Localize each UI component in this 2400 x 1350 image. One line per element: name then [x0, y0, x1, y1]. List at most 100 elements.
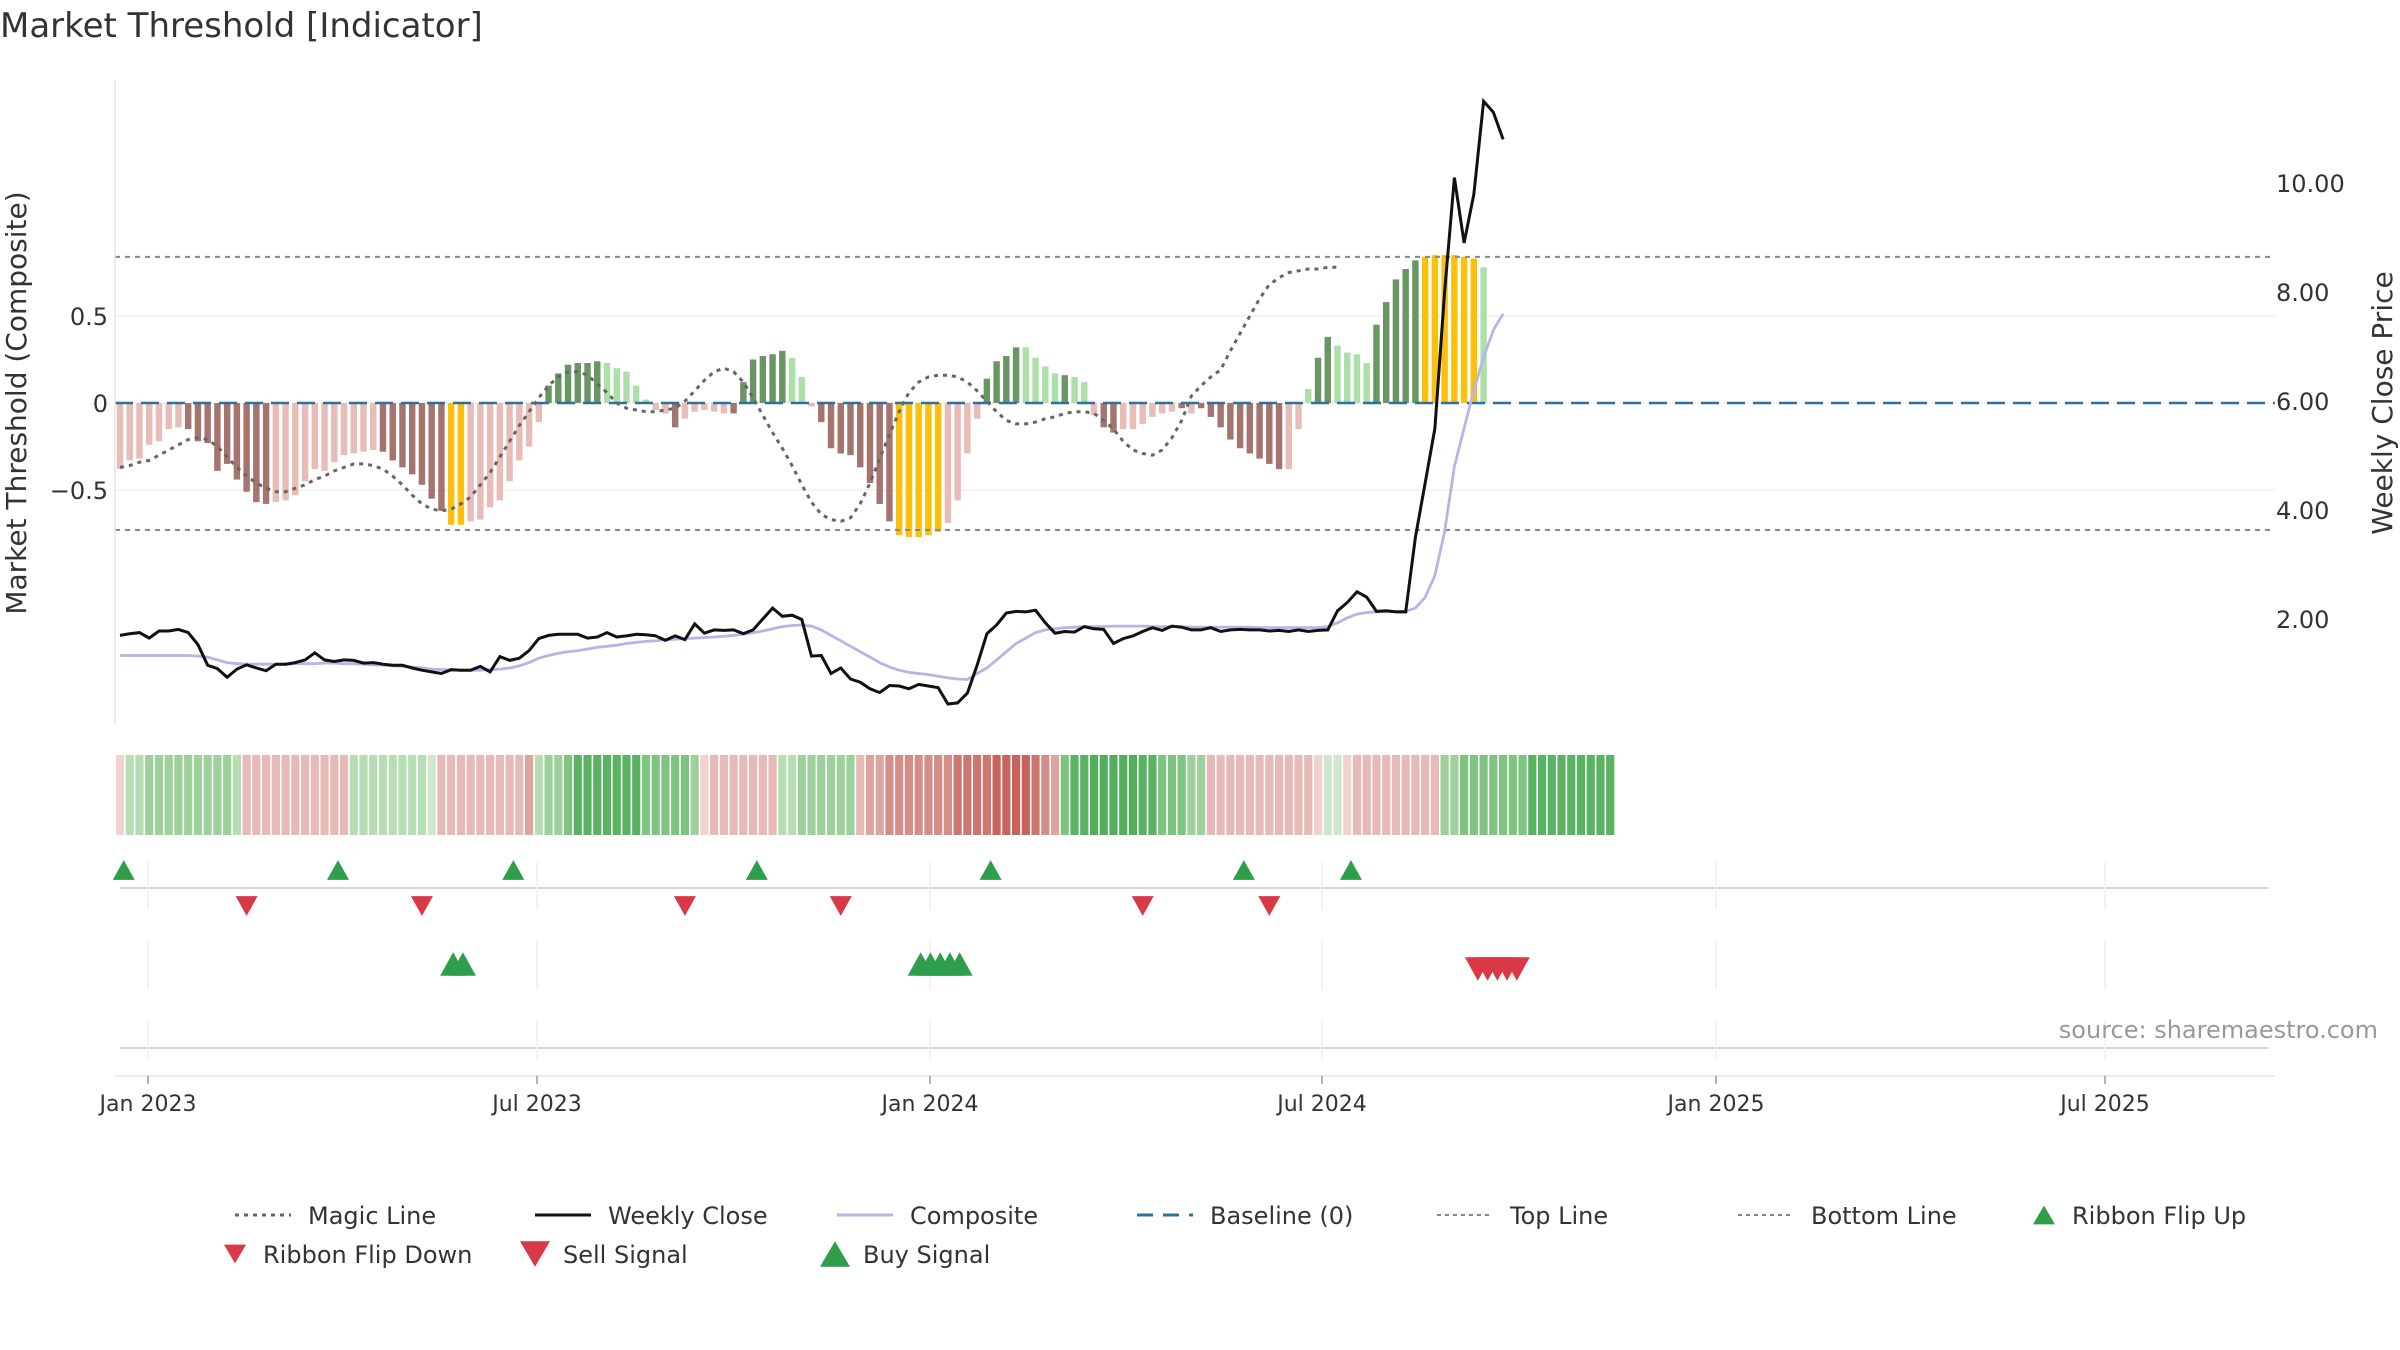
composite-bar — [184, 403, 192, 430]
ribbon-cell — [359, 755, 368, 835]
legend: Magic Line Weekly Close Composite Baseline … — [224, 1202, 2246, 1269]
composite-bar — [1344, 352, 1351, 403]
composite-bar — [379, 403, 387, 452]
ribbon-flip-up-marker — [979, 860, 1002, 880]
ribbon-cell — [671, 755, 680, 835]
composite-bar — [740, 382, 747, 403]
composite-bar — [584, 362, 591, 403]
ribbon-cell — [1226, 755, 1235, 835]
composite-bar — [1158, 403, 1166, 414]
composite-bar — [1353, 354, 1361, 403]
composite-bar — [603, 362, 611, 403]
ribbon-cell — [1333, 755, 1342, 835]
ribbon-cell — [184, 755, 193, 835]
ribbon-cell — [174, 755, 183, 835]
ribbon-cell — [427, 755, 436, 835]
weekly-close-line — [119, 97, 1505, 706]
x-tick-label: Jul 2025 — [2058, 1092, 2150, 1117]
ribbon-cell — [1313, 755, 1323, 835]
composite-bar — [1003, 356, 1010, 403]
composite-bar — [983, 378, 991, 403]
ribbon-cell — [1119, 755, 1128, 835]
ribbon-cell — [1352, 755, 1362, 835]
ribbon-cell — [125, 755, 134, 835]
ribbon-cell — [875, 755, 884, 835]
ribbon-cell — [992, 755, 1001, 835]
composite-bar — [340, 403, 348, 456]
ribbon-cell — [758, 755, 767, 835]
composite-bar — [1217, 403, 1224, 428]
composite-bar — [1100, 403, 1107, 428]
ribbon-cell — [135, 755, 144, 835]
composite-bar — [876, 403, 883, 504]
ribbon-cell — [1391, 755, 1401, 835]
ribbon-cell — [1167, 755, 1177, 835]
x-tick-label: Jul 2023 — [490, 1092, 582, 1117]
composite-bar — [954, 403, 961, 501]
ribbon-cell — [486, 755, 495, 835]
ribbon-cell — [895, 755, 904, 835]
ribbon-cell — [515, 755, 524, 835]
composite-bar — [1129, 403, 1137, 430]
composite-bar — [360, 403, 367, 452]
composite-bar — [701, 403, 708, 410]
ribbon-cell — [1109, 755, 1118, 835]
ribbon-flip-up-marker — [1232, 860, 1255, 880]
ribbon-cell — [593, 755, 602, 835]
composite-bar — [730, 403, 737, 414]
composite-bar — [126, 403, 133, 461]
ribbon-cell — [1421, 755, 1430, 835]
ribbon-cell — [1430, 755, 1439, 835]
ribbon-cell — [612, 755, 621, 835]
ribbon-cell — [865, 755, 875, 835]
legend-swatch-buy — [820, 1241, 850, 1267]
ribbon-cell — [193, 755, 203, 835]
ribbon-cell — [1050, 755, 1060, 835]
ribbon-cell — [1070, 755, 1079, 835]
ribbon-cell — [476, 755, 485, 835]
ribbon-cell — [447, 755, 456, 835]
ribbon-cell — [787, 755, 797, 835]
composite-bar — [1207, 403, 1215, 417]
legend-label: Baseline (0) — [1210, 1202, 1353, 1230]
ribbon-cell — [1284, 755, 1293, 835]
composite-bar — [447, 403, 455, 525]
composite-bar — [1402, 269, 1409, 403]
composite-bar — [1392, 279, 1400, 403]
composite-bar — [681, 403, 689, 419]
x-tick-label: Jan 2023 — [98, 1092, 197, 1117]
ribbon-cell — [1508, 755, 1517, 835]
composite-line — [120, 313, 1505, 681]
ribbon-cell — [554, 755, 563, 835]
ribbon-cell — [1197, 755, 1206, 835]
ribbon-cell — [1138, 755, 1147, 835]
y-tick-label-left: 0 — [93, 390, 108, 418]
composite-bar — [194, 403, 202, 442]
ribbon-cell — [466, 755, 475, 835]
composite-bar — [1178, 403, 1185, 409]
composite-bar — [1314, 357, 1322, 403]
ribbon-cell — [1382, 755, 1391, 835]
composite-bar — [1090, 403, 1098, 416]
composite-bar — [1042, 366, 1049, 403]
composite-bar — [1441, 255, 1448, 403]
composite-bar — [1334, 345, 1341, 403]
ribbon-cell — [749, 755, 758, 835]
composite-bar — [331, 403, 338, 463]
legend-swatch-flipdown — [224, 1244, 246, 1264]
ribbon-cell — [1469, 755, 1478, 835]
ribbon-cell — [1343, 755, 1352, 835]
composite-bar — [594, 361, 601, 403]
composite-bar — [769, 354, 776, 403]
ribbon-cell — [1586, 755, 1595, 835]
ribbon-cell — [456, 755, 465, 835]
composite-bar — [477, 403, 484, 520]
composite-bar — [223, 403, 231, 464]
composite-bar — [564, 364, 572, 403]
chart-title: Market Threshold [Indicator] — [0, 6, 483, 46]
composite-bar — [321, 403, 328, 471]
composite-bar — [944, 403, 952, 524]
composite-bar — [798, 376, 806, 403]
ribbon-cell — [495, 755, 504, 835]
composite-bar — [243, 403, 250, 492]
